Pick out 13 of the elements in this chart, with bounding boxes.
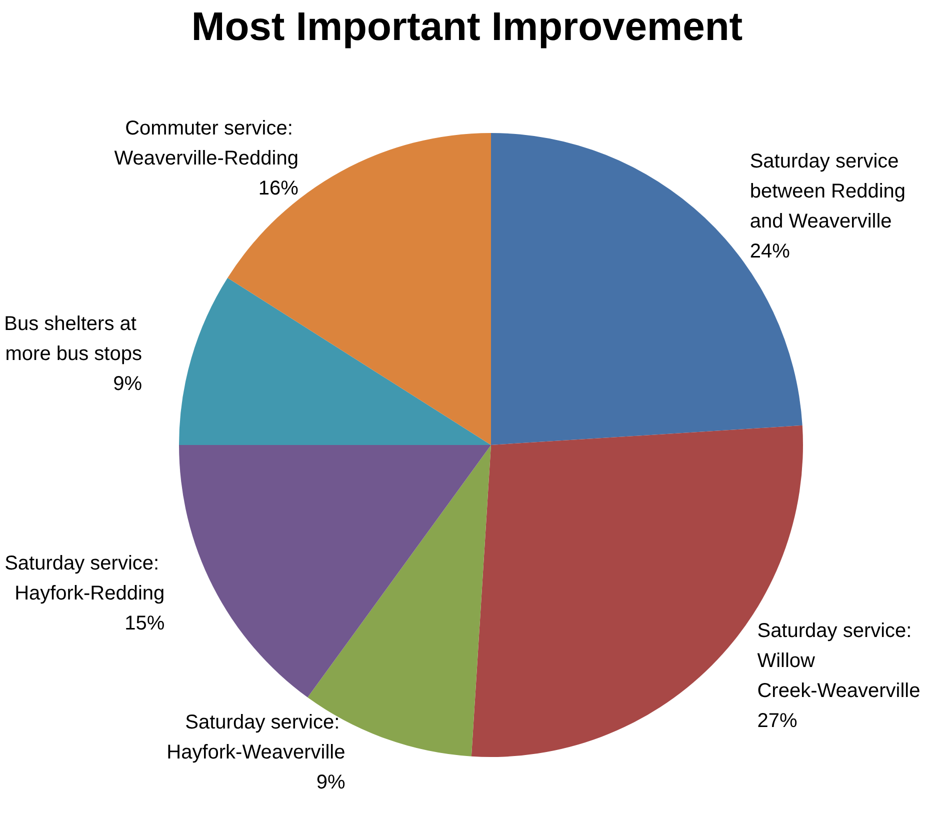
slice-label: Saturday service: Willow Creek-Weaverville	[757, 620, 920, 702]
data-label: 9%	[113, 372, 142, 395]
data-label: 24%	[750, 240, 790, 263]
data-label: 15%	[124, 612, 165, 634]
slice-label: Bus shelters at more bus stops	[4, 312, 142, 365]
data-label: 9%	[316, 772, 346, 794]
data-label: 27%	[757, 710, 798, 732]
slice-label: Saturday service between Redding and Weaverville	[750, 150, 912, 233]
slice-label: Commuter service: Weaverville-Redding	[114, 117, 298, 170]
data-label: 16%	[258, 177, 299, 200]
slice-label: Saturday service: Hayfork-Weaverville	[166, 712, 346, 764]
slice-label: Saturday service: Hayfork-Redding	[4, 552, 165, 604]
chart-title: Most Important Improvement	[191, 5, 743, 49]
